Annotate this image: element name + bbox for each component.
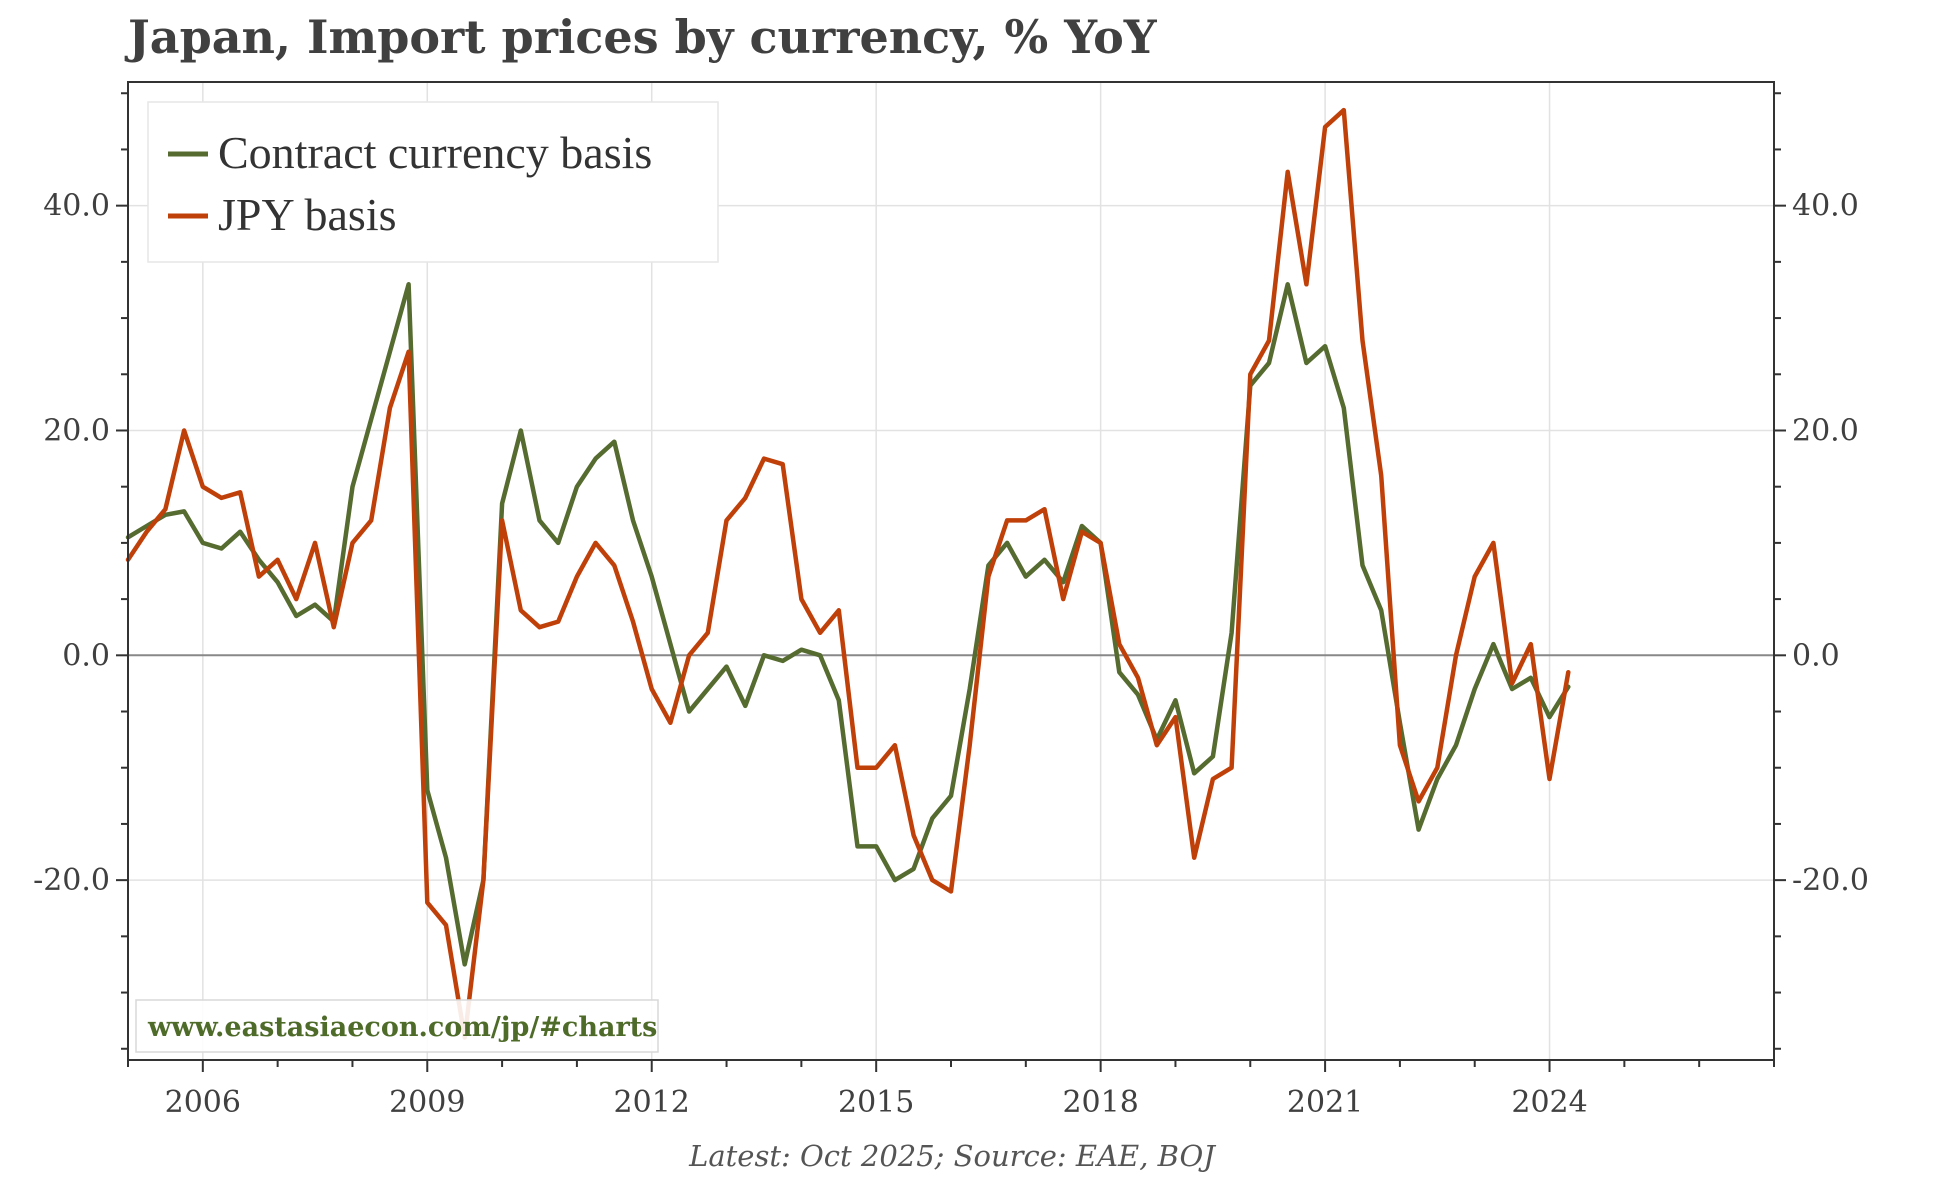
x-tick-label: 2015 xyxy=(838,1085,914,1120)
y-tick-label-left: -20.0 xyxy=(33,863,110,898)
legend: Contract currency basis JPY basis xyxy=(147,101,719,263)
x-tick-label: 2021 xyxy=(1287,1085,1363,1120)
y-tick-label-left: 0.0 xyxy=(62,638,110,673)
x-tick-label: 2006 xyxy=(165,1085,241,1120)
y-tick-label-right: 0.0 xyxy=(1792,638,1840,673)
watermark-text: www.eastasiaecon.com/jp/#charts xyxy=(147,1012,657,1043)
axes: 2006 2009 2012 2015 2018 2021 2024 -20.0 -20.0 0.… xyxy=(33,92,1869,1120)
legend-label-jpy: JPY basis xyxy=(218,189,397,240)
legend-label-contract-currency: Contract currency basis xyxy=(218,127,652,178)
x-tick-label: 2012 xyxy=(614,1085,690,1120)
y-tick-label-right: 40.0 xyxy=(1792,189,1859,224)
watermark-box xyxy=(135,999,659,1053)
y-tick-label-right: 20.0 xyxy=(1792,413,1859,448)
y-tick-label-right: -20.0 xyxy=(1792,863,1869,898)
watermark: www.eastasiaecon.com/jp/#charts xyxy=(135,999,659,1053)
y-tick-label-left: 40.0 xyxy=(43,189,110,224)
chart-title: Japan, Import prices by currency, % YoY xyxy=(128,10,1157,64)
legend-box xyxy=(147,101,719,263)
x-tick-label: 2024 xyxy=(1511,1085,1587,1120)
series-layer xyxy=(125,107,1571,1040)
series-line-jpy xyxy=(125,107,1571,1040)
footer-source: Latest: Oct 2025; Source: EAE, BOJ xyxy=(688,1139,1216,1173)
series-line-contract-currency xyxy=(125,282,1571,967)
x-tick-label: 2009 xyxy=(389,1085,465,1120)
y-tick-label-left: 20.0 xyxy=(43,413,110,448)
x-tick-label: 2018 xyxy=(1062,1085,1138,1120)
